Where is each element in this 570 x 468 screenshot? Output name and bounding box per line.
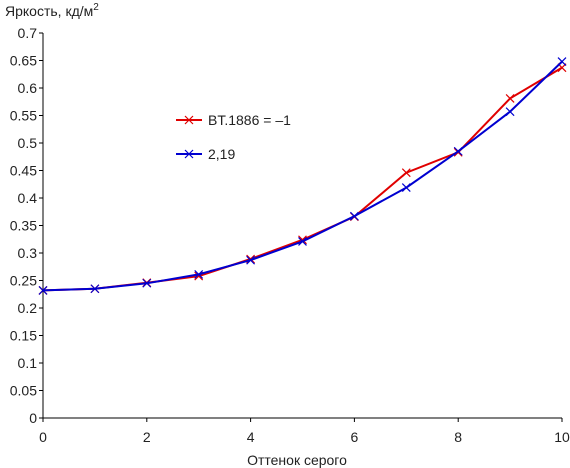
- y-axis-title-text: Яркость, кд/м: [5, 3, 93, 19]
- y-tick-label: 0.2: [18, 300, 38, 316]
- legend-marker: [184, 115, 194, 125]
- y-tick-label: 0.65: [10, 53, 37, 69]
- axes: [42, 33, 562, 419]
- x-tick-label: 4: [247, 429, 255, 445]
- series-2-point: [142, 278, 152, 288]
- series-2: [38, 57, 567, 295]
- y-axis-title-superscript: 2: [93, 2, 99, 13]
- series-2-point: [557, 57, 567, 67]
- y-tick-label: 0: [29, 410, 37, 426]
- series-1-line: [42, 66, 563, 292]
- series-1: [38, 63, 567, 295]
- series-2-point: [90, 284, 100, 294]
- x-tick-label: 6: [351, 429, 359, 445]
- y-tick-label: 0.6: [18, 80, 38, 96]
- y-tick-label: 0.35: [10, 218, 37, 234]
- legend-label: BT.1886 = –1: [208, 112, 291, 128]
- y-tick-label: 0.45: [10, 163, 37, 179]
- y-tick-label: 0.4: [18, 190, 38, 206]
- y-tick-label: 0.7: [18, 25, 38, 41]
- y-ticks: 0 0.05 0.1 0.15 0.2 0.25 0.3 0.35 0.4 0.45 0.5 0.55…: [10, 25, 43, 426]
- series-2-point: [401, 183, 411, 192]
- series-2-point: [505, 107, 515, 117]
- y-tick-label: 0.15: [10, 328, 37, 344]
- legend-item-2: 2,19: [176, 146, 235, 162]
- y-tick-label: 0.25: [10, 273, 37, 289]
- legend-marker: [184, 149, 194, 159]
- x-ticks: 0 2 4 6 8 10: [39, 418, 570, 445]
- y-tick-label: 0.3: [18, 245, 38, 261]
- series-2-point: [453, 146, 463, 156]
- y-axis-title: Яркость, кд/м2: [5, 2, 99, 19]
- series-1-point: [401, 168, 411, 178]
- series-2-point: [194, 270, 204, 279]
- y-tick-label: 0.1: [18, 355, 38, 371]
- legend: BT.1886 = –1 2,19: [176, 112, 291, 162]
- x-axis-title: Оттенок серого: [247, 452, 347, 468]
- y-tick-label: 0.55: [10, 108, 37, 124]
- series-group: [38, 57, 567, 295]
- x-tick-label: 10: [554, 429, 570, 445]
- legend-label: 2,19: [208, 146, 235, 162]
- x-tick-label: 0: [39, 429, 47, 445]
- y-tick-label: 0.5: [18, 135, 38, 151]
- series-2-point: [298, 237, 307, 246]
- series-2-point: [349, 211, 359, 221]
- legend-item-1: BT.1886 = –1: [176, 112, 291, 128]
- series-2-line: [42, 60, 563, 292]
- x-tick-label: 8: [454, 429, 462, 445]
- y-tick-label: 0.05: [10, 383, 37, 399]
- x-tick-label: 2: [143, 429, 151, 445]
- series-2-point: [38, 285, 48, 295]
- series-2-point: [246, 255, 256, 265]
- series-1-point: [505, 94, 515, 103]
